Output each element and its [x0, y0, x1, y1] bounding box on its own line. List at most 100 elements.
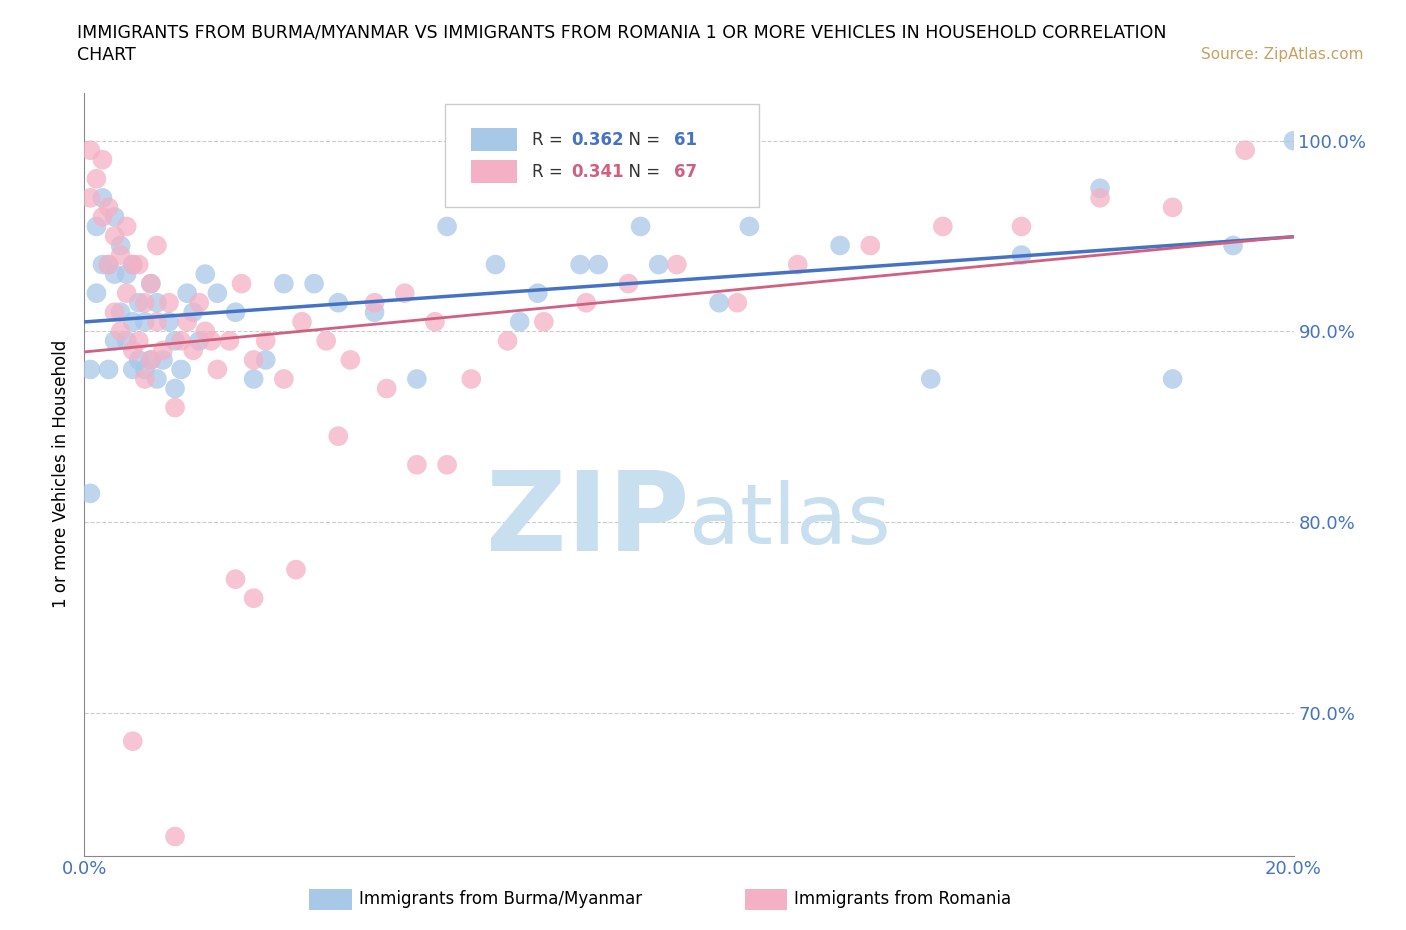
Point [91, 153, 114, 167]
Point [79, 191, 101, 206]
FancyBboxPatch shape [444, 104, 759, 207]
Point [134, 314, 156, 329]
FancyBboxPatch shape [471, 128, 517, 151]
Point [86, 171, 108, 186]
Point [242, 371, 264, 386]
Point [152, 352, 174, 367]
Point [509, 314, 531, 329]
Point [725, 295, 748, 310]
Point [738, 219, 761, 233]
Point [1222, 238, 1244, 253]
Point [128, 333, 150, 348]
Point [1088, 180, 1111, 196]
Point [231, 276, 253, 291]
Point [484, 257, 506, 272]
Point [665, 257, 688, 272]
Point [104, 229, 127, 244]
Point [194, 324, 217, 339]
Point [86, 286, 108, 300]
Point [146, 238, 169, 253]
Point [181, 343, 204, 358]
Point [786, 257, 808, 272]
Text: N =: N = [617, 130, 665, 149]
Point [1161, 200, 1184, 215]
Point [436, 219, 458, 233]
Y-axis label: 1 or more Vehicles in Household: 1 or more Vehicles in Household [52, 340, 70, 608]
Point [165, 829, 187, 844]
Point [460, 371, 482, 386]
Text: N =: N = [617, 163, 665, 180]
Text: IMMIGRANTS FROM BURMA/MYANMAR VS IMMIGRANTS FROM ROMANIA 1 OR MORE VEHICLES IN H: IMMIGRANTS FROM BURMA/MYANMAR VS IMMIGRA… [77, 23, 1167, 41]
Point [1282, 133, 1305, 148]
Point [291, 314, 314, 329]
Text: 0.341: 0.341 [572, 163, 624, 180]
Point [121, 257, 143, 272]
Point [165, 333, 187, 348]
Point [152, 343, 174, 358]
Point [134, 295, 156, 310]
Point [423, 314, 446, 329]
Point [170, 362, 193, 377]
Point [121, 343, 143, 358]
Point [146, 371, 169, 386]
Point [225, 572, 247, 587]
Point [406, 458, 429, 472]
Point [363, 295, 385, 310]
Point [254, 333, 277, 348]
Point [1234, 142, 1257, 157]
Point [139, 276, 162, 291]
Text: Source: ZipAtlas.com: Source: ZipAtlas.com [1201, 46, 1364, 61]
Point [859, 238, 882, 253]
Point [709, 295, 731, 310]
Point [128, 352, 150, 367]
Text: Immigrants from Burma/Myanmar: Immigrants from Burma/Myanmar [359, 890, 641, 909]
Point [273, 371, 295, 386]
Point [648, 257, 671, 272]
Point [436, 458, 458, 472]
Point [496, 333, 519, 348]
Point [139, 352, 162, 367]
Point [363, 305, 385, 320]
Point [104, 267, 127, 282]
Point [157, 295, 180, 310]
Point [328, 295, 350, 310]
Point [79, 362, 101, 377]
Point [170, 333, 193, 348]
Point [1011, 247, 1033, 262]
Point [97, 257, 120, 272]
Point [242, 591, 264, 605]
Point [91, 191, 114, 206]
Point [575, 295, 598, 310]
Text: 61: 61 [675, 130, 697, 149]
Point [104, 209, 127, 224]
Point [588, 257, 610, 272]
Point [115, 267, 138, 282]
Point [920, 371, 942, 386]
Text: atlas: atlas [689, 480, 890, 561]
Point [128, 257, 150, 272]
Point [115, 219, 138, 233]
Point [207, 362, 229, 377]
Point [630, 219, 652, 233]
Point [134, 371, 156, 386]
Point [139, 276, 162, 291]
Point [207, 286, 229, 300]
Point [86, 219, 108, 233]
Text: R =: R = [531, 130, 568, 149]
Point [181, 305, 204, 320]
Point [302, 276, 325, 291]
Text: R =: R = [531, 163, 568, 180]
Point [527, 286, 550, 300]
Point [569, 257, 592, 272]
Point [79, 142, 101, 157]
Point [121, 314, 143, 329]
Point [176, 314, 198, 329]
Point [157, 314, 180, 329]
Point [830, 238, 852, 253]
Text: ZIP: ZIP [485, 467, 689, 574]
Point [176, 286, 198, 300]
Point [79, 486, 101, 501]
Point [242, 352, 264, 367]
Point [146, 295, 169, 310]
Point [104, 333, 127, 348]
